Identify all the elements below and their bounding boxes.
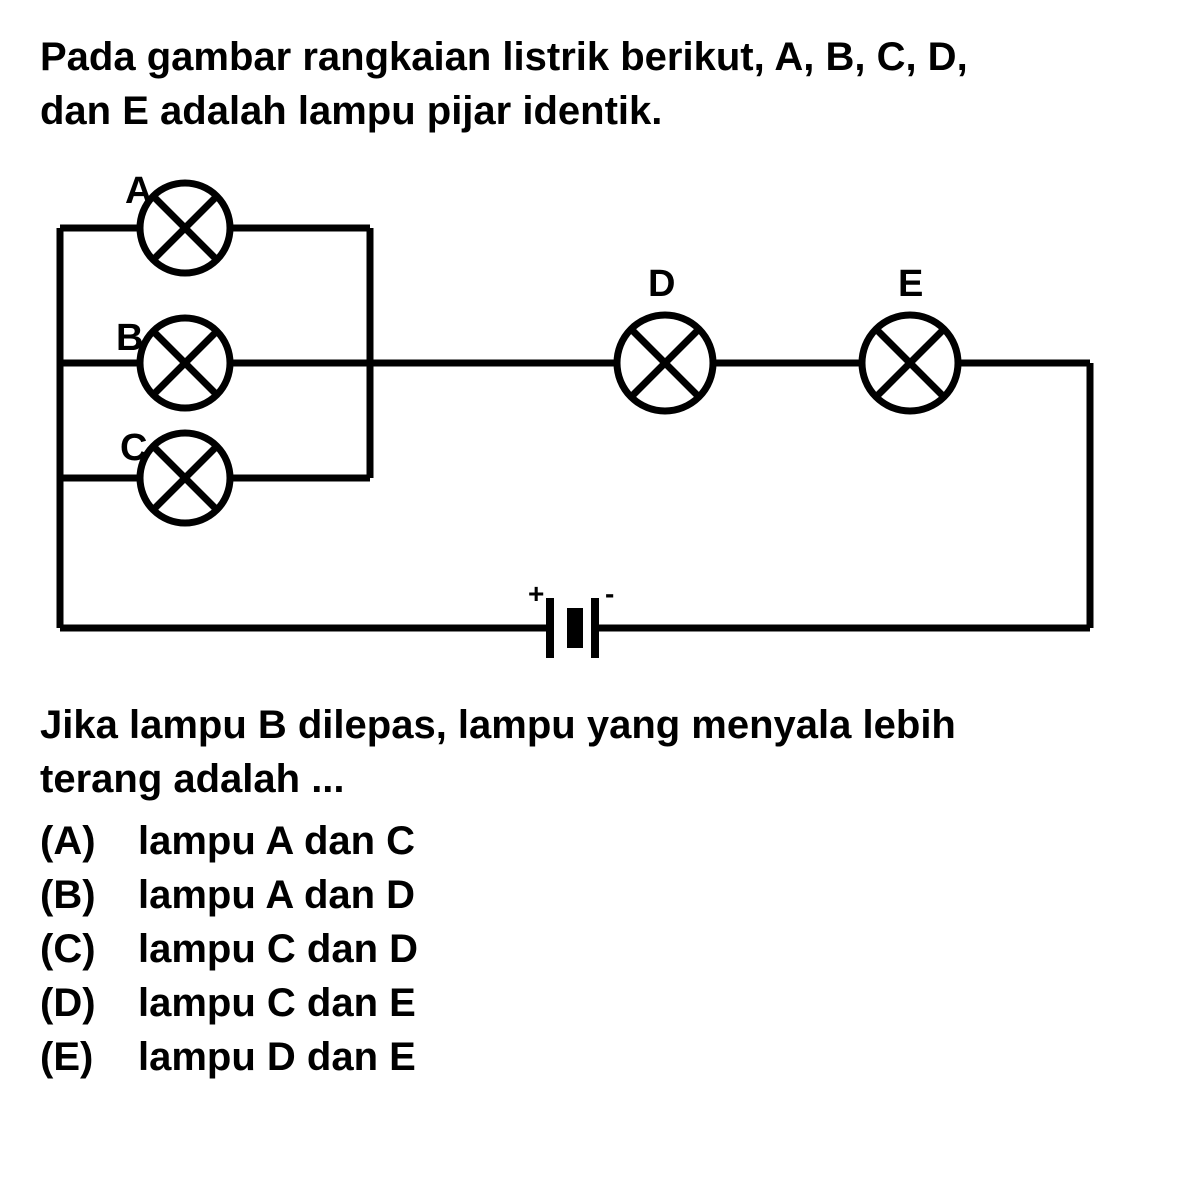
question-line1: Pada gambar rangkaian listrik berikut, A… [40,35,968,79]
option-a-label: (A) [40,814,110,868]
option-e-label: (E) [40,1030,110,1084]
option-b: (B) lampu A dan D [40,868,1141,922]
option-b-text: lampu A dan D [138,868,415,922]
option-c-label: (C) [40,922,110,976]
followup-line1: Jika lampu B dilepas, lampu yang menyala… [40,703,956,747]
question-line2: dan E adalah lampu pijar identik. [40,89,662,133]
option-d-label: (D) [40,976,110,1030]
battery-plus: + [528,578,544,609]
circuit-diagram: + - A B C D [40,168,1120,688]
option-c: (C) lampu C dan D [40,922,1141,976]
lamp-a-label: A [125,170,152,212]
option-d-text: lampu C dan E [138,976,416,1030]
lamp-a-icon [140,183,230,273]
question-text: Pada gambar rangkaian listrik berikut, A… [40,30,1141,138]
followup-line2: terang adalah ... [40,757,345,801]
lamp-d-label: D [648,263,675,305]
option-d: (D) lampu C dan E [40,976,1141,1030]
battery-minus: - [605,578,614,609]
options-list: (A) lampu A dan C (B) lampu A dan D (C) … [40,814,1141,1084]
option-b-label: (B) [40,868,110,922]
option-e: (E) lampu D dan E [40,1030,1141,1084]
lamp-c-icon [140,433,230,523]
lamp-c-label: C [120,427,147,469]
option-c-text: lampu C dan D [138,922,418,976]
followup-text: Jika lampu B dilepas, lampu yang menyala… [40,698,1141,806]
lamp-d-icon [617,315,713,411]
lamp-b-icon [140,318,230,408]
option-a-text: lampu A dan C [138,814,415,868]
option-e-text: lampu D dan E [138,1030,416,1084]
option-a: (A) lampu A dan C [40,814,1141,868]
lamp-b-label: B [116,317,143,359]
lamp-e-label: E [898,263,923,305]
lamp-e-icon [862,315,958,411]
